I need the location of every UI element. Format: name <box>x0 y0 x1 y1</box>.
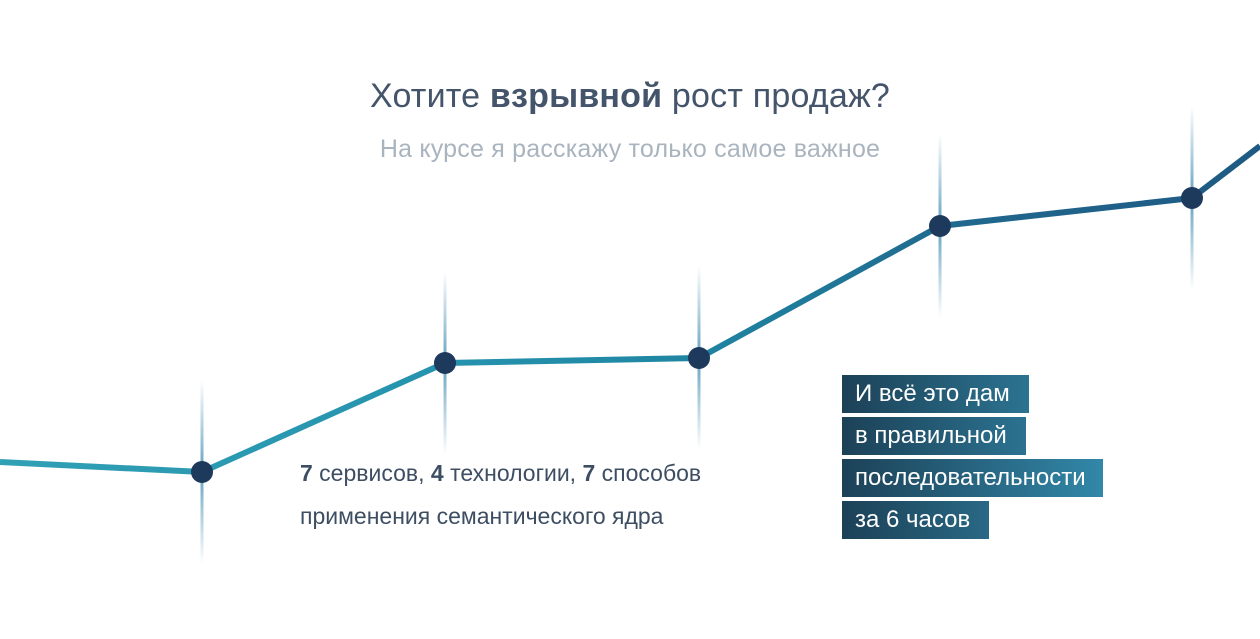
callout-badge-2: в правильной <box>842 417 1026 455</box>
feature-line-1: 7 сервисов, 4 технологии, 7 способов <box>300 461 701 485</box>
callout-badges: И всё это дам в правильной последователь… <box>842 375 1105 543</box>
count-ways: 7 <box>582 460 596 486</box>
feature-text: 7 сервисов, 4 технологии, 7 способов при… <box>300 461 701 528</box>
data-point-marker <box>929 215 951 237</box>
callout-badge-4: за 6 часов <box>842 501 990 539</box>
callout-badge-1: И всё это дам <box>842 375 1029 413</box>
label-services: сервисов, <box>312 460 431 486</box>
label-ways: способов <box>595 460 702 486</box>
feature-line-2: применения семантического ядра <box>300 503 664 529</box>
count-technologies: 4 <box>430 460 444 486</box>
data-point-marker <box>191 461 213 483</box>
count-services: 7 <box>300 460 313 486</box>
data-point-marker <box>688 347 710 369</box>
data-point-marker <box>1181 187 1203 209</box>
data-point-marker <box>434 352 456 374</box>
label-technologies: технологии, <box>443 460 583 486</box>
callout-badge-3: последовательности <box>842 459 1105 497</box>
